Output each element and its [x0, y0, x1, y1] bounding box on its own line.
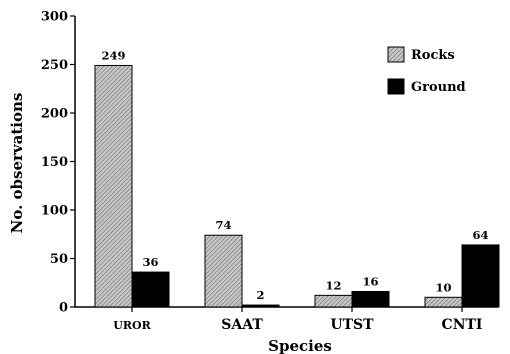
- x-tick-label: UTST: [330, 317, 374, 333]
- legend: Rocks Ground: [387, 46, 466, 95]
- bar-rocks-cnti: [424, 296, 463, 308]
- bar-ground-utst: [351, 290, 390, 308]
- x-tick-label: UROR: [113, 319, 151, 332]
- legend-label-rocks: Rocks: [411, 48, 455, 63]
- x-tick-label: SAAT: [221, 317, 263, 333]
- data-label: 10: [435, 280, 451, 294]
- bar-rocks-saat: [204, 234, 243, 308]
- bar-ground-saat: [241, 304, 280, 308]
- y-tick-label: 50: [50, 252, 68, 267]
- x-tick-label: CNTI: [442, 317, 483, 333]
- y-tick-label: 300: [41, 10, 68, 25]
- y-tick-label: 0: [59, 301, 68, 316]
- bar-rocks-utst: [314, 294, 353, 308]
- data-label: 16: [362, 274, 378, 288]
- legend-swatch-rocks: [387, 46, 405, 63]
- y-tick-label: 250: [41, 58, 68, 73]
- y-axis: 0 50 100 150 200 250 300: [41, 10, 76, 316]
- bar-ground-uror: [131, 271, 170, 308]
- data-label: 12: [325, 278, 341, 292]
- x-axis-title: Species: [268, 337, 332, 354]
- legend-label-ground: Ground: [411, 80, 466, 95]
- legend-swatch-ground: [387, 78, 405, 95]
- y-axis-title: No. observations: [8, 93, 26, 234]
- data-label: 36: [142, 255, 158, 269]
- bar-rocks-uror: [94, 64, 133, 308]
- data-label: 2: [256, 288, 264, 302]
- y-tick-label: 200: [41, 107, 68, 122]
- data-label: 64: [472, 228, 488, 242]
- data-labels: 249 36 74 2 12 16 10 64: [101, 48, 488, 302]
- x-axis: UROR SAAT UTST CNTI: [75, 306, 498, 333]
- data-label: 249: [101, 48, 125, 62]
- y-tick-label: 100: [41, 204, 68, 219]
- data-label: 74: [215, 218, 231, 232]
- y-tick-label: 150: [41, 155, 68, 170]
- bar-ground-cnti: [461, 244, 500, 308]
- bars: [94, 64, 500, 308]
